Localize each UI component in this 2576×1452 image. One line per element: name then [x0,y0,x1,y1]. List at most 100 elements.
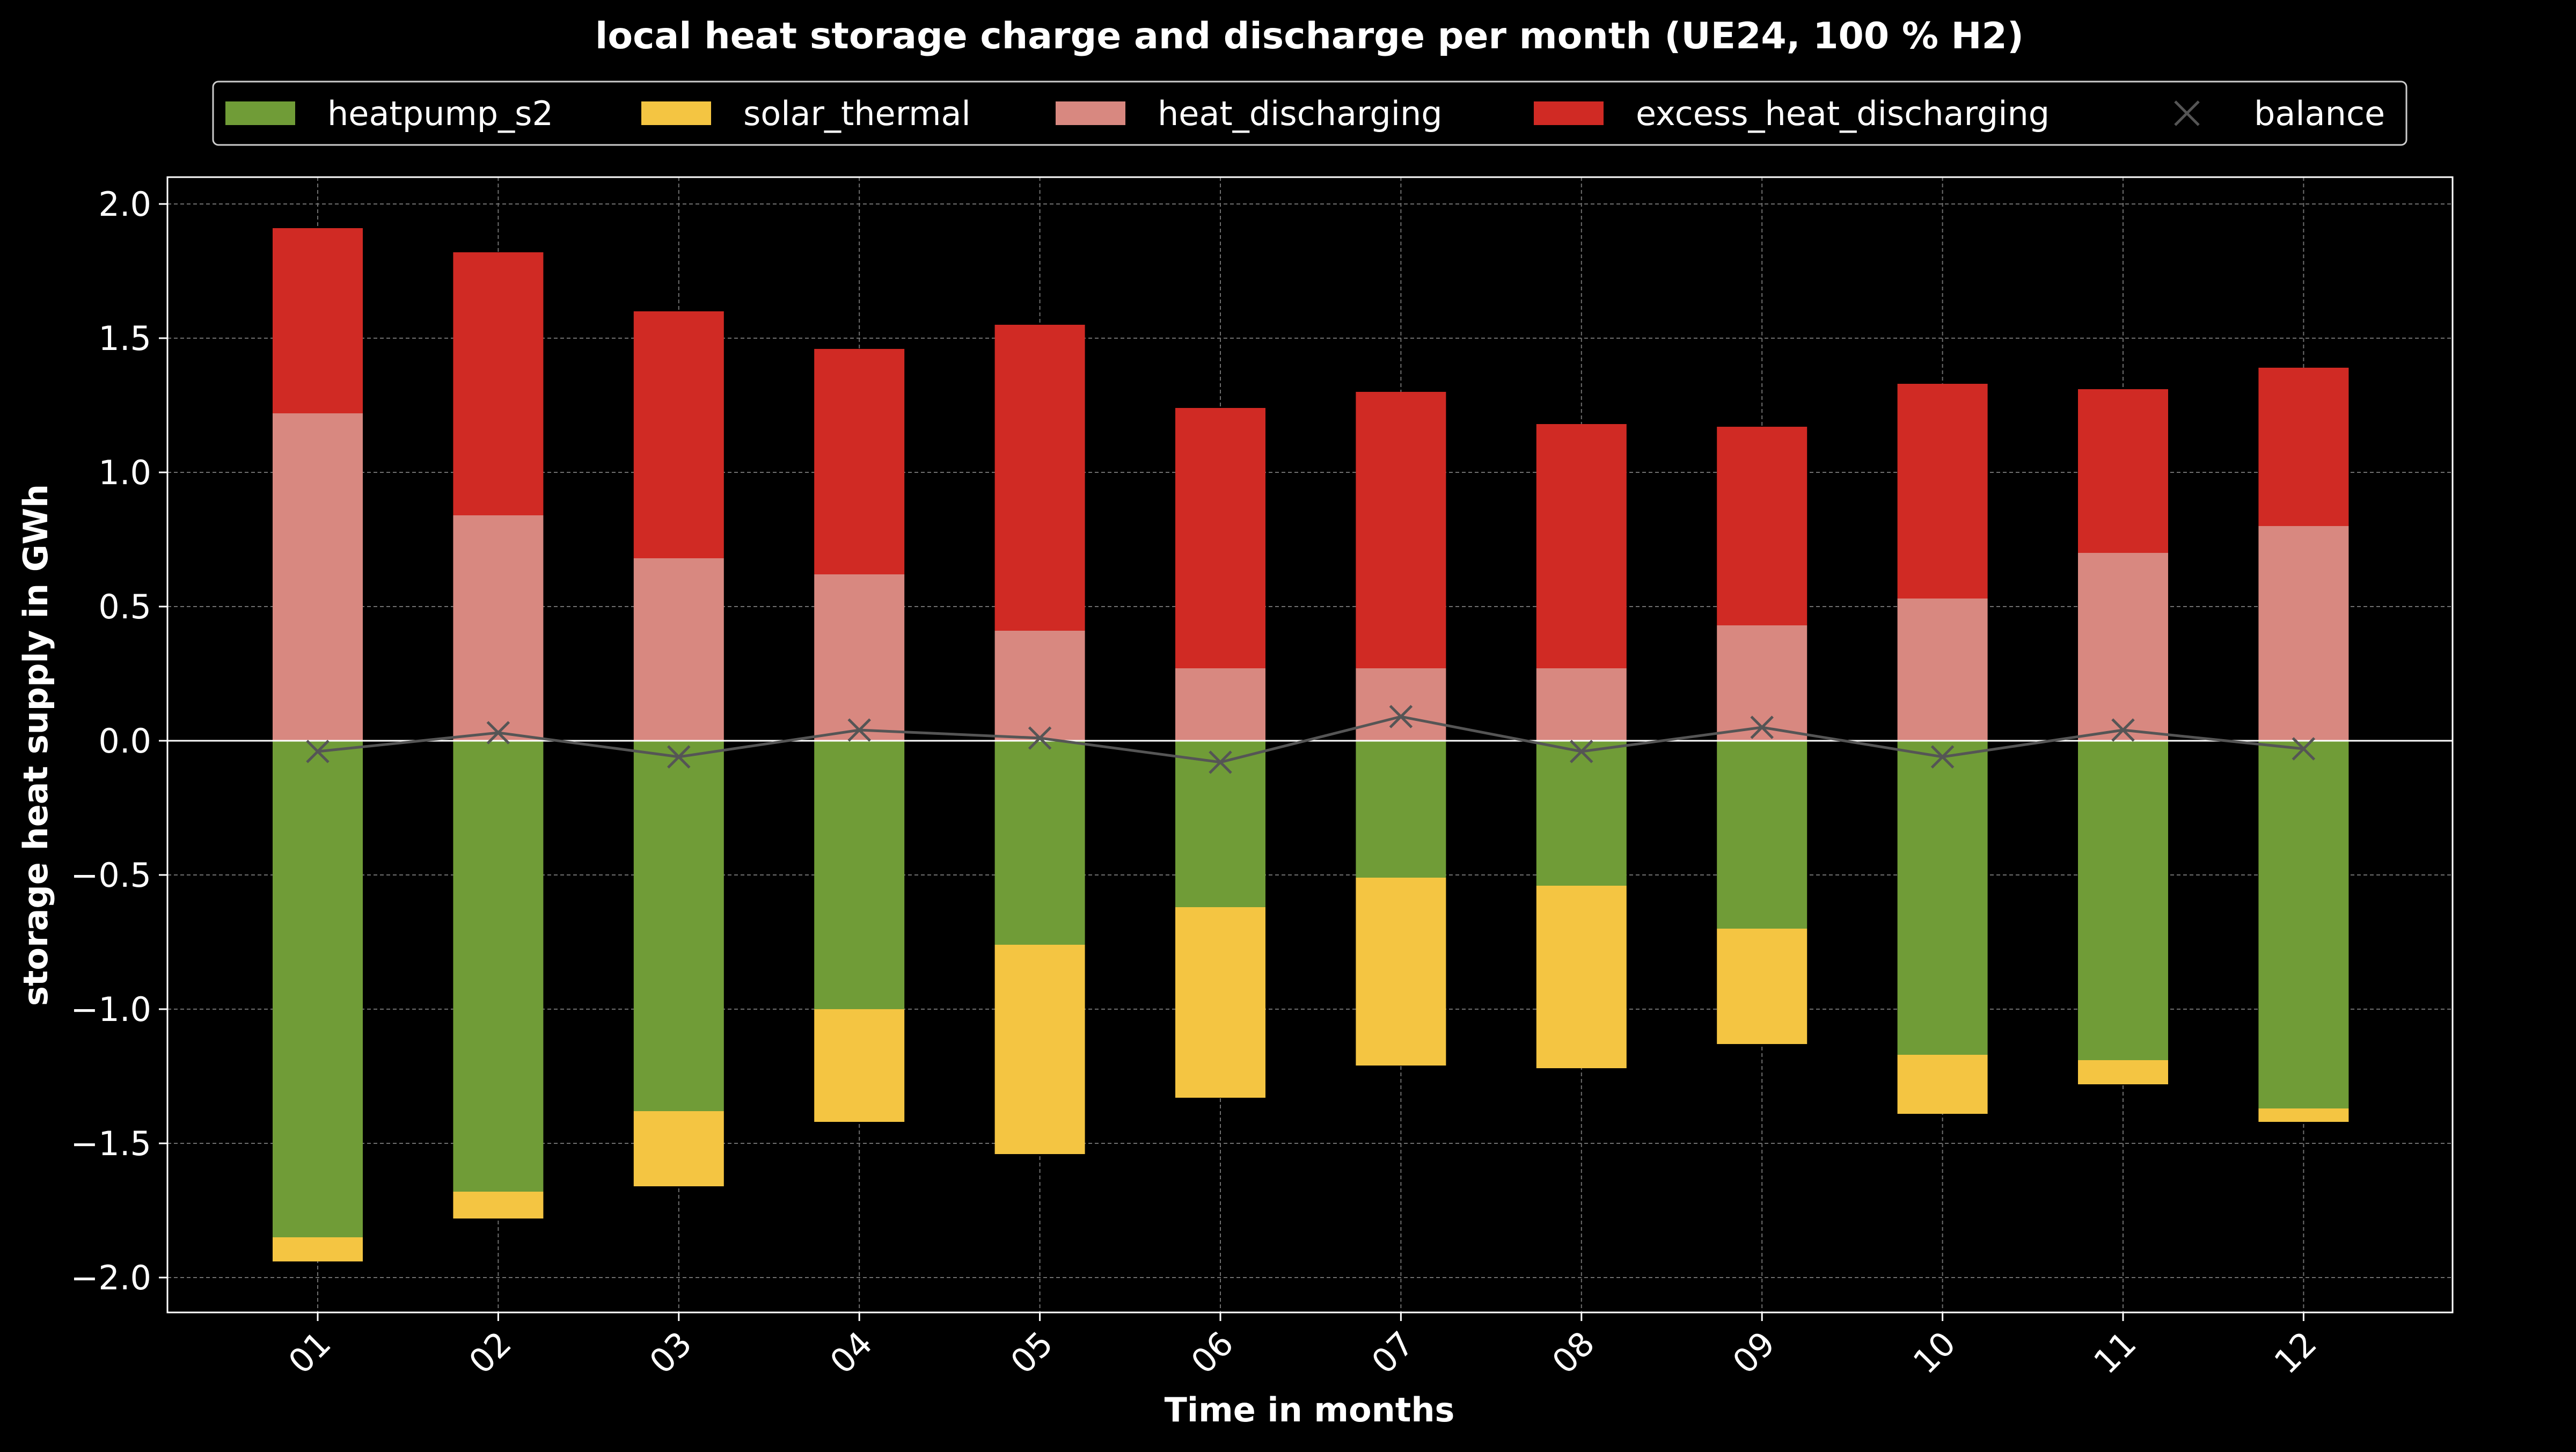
balance-point [2111,718,2135,742]
balance-line [317,715,2304,764]
bar-solar_thermal [1175,907,1265,1098]
y-tick-label: 1.5 [98,319,151,358]
bar-solar_thermal [1356,878,1446,1066]
balance-marker-stroke [1209,750,1232,774]
bar-heatpump_s2 [1356,741,1446,878]
y-tick-label: −0.5 [70,856,151,895]
bar-solar_thermal [2078,1060,2168,1084]
balance-marker-stroke [306,740,330,763]
balance-marker-stroke [1750,716,1774,739]
y-tick-label: −1.5 [70,1124,151,1163]
bar-excess_heat_discharging [633,311,724,558]
bar-solar_thermal [633,1111,724,1186]
bar-solar_thermal [1897,1055,1988,1114]
bar-excess_heat_discharging [814,349,905,574]
bar-excess_heat_discharging [1536,424,1627,668]
bar-excess_heat_discharging [994,325,1085,631]
bar-excess_heat_discharging [1897,384,1988,599]
bar-heatpump_s2 [1175,741,1265,907]
y-tick-label: −1.0 [70,990,151,1029]
bar-solar_thermal [273,1237,363,1261]
legend-label-solar_thermal: solar_thermal [743,94,971,133]
legend-marker-stroke [2174,100,2200,126]
bar-excess_heat_discharging [2258,368,2349,526]
balance-marker-stroke [486,721,510,745]
balance-marker-stroke [847,718,871,742]
balance-point [1389,705,1413,728]
y-tick-label: 2.0 [98,185,151,224]
balance-point [1570,740,1593,763]
bar-solar_thermal [2258,1108,2349,1122]
balance-point [1028,726,1052,750]
balance-point [847,718,871,742]
legend-marker-balance [2174,100,2200,126]
bar-heat_discharging [1175,668,1265,741]
bar-heat_discharging [1897,599,1988,741]
bar-excess_heat_discharging [2078,389,2168,553]
bar-heat_discharging [633,558,724,741]
balance-marker-stroke [1930,745,1955,769]
balance-marker-stroke [2292,737,2316,761]
legend-swatch-heat_discharging [1056,101,1125,125]
y-tick-label: 1.0 [98,453,151,492]
legend-label-heatpump_s2: heatpump_s2 [327,94,553,133]
legend-label-heat_discharging: heat_discharging [1158,94,1443,133]
balance-point [486,721,510,745]
legend-label-excess_heat_discharging: excess_heat_discharging [1636,94,2050,133]
bar-heatpump_s2 [1897,741,1988,1055]
bar-excess_heat_discharging [1717,427,1807,625]
bar-heatpump_s2 [2258,741,2349,1108]
balance-point [1930,745,1955,769]
legend: heatpump_s2 solar_thermal heat_discharging… [212,81,2407,146]
bar-heat_discharging [994,631,1085,741]
bar-heat_discharging [2258,526,2349,741]
balance-marker-stroke [1028,726,1052,750]
bar-heatpump_s2 [814,741,905,1009]
bar-excess_heat_discharging [1175,408,1265,668]
bar-heat_discharging [1356,668,1446,741]
balance-marker-stroke [1570,740,1593,763]
legend-swatch-excess_heat_discharging [1534,101,1604,125]
bar-heatpump_s2 [994,741,1085,945]
bar-excess_heat_discharging [453,252,544,515]
balance-point [1209,750,1232,774]
balance-point [2292,737,2316,761]
balance-point [1750,716,1774,739]
bar-heat_discharging [1717,625,1807,741]
balance-marker-stroke [667,745,691,769]
legend-label-balance: balance [2254,94,2385,133]
balance-marker-stroke [1389,705,1413,728]
bar-heat_discharging [1536,668,1627,741]
bar-heatpump_s2 [633,741,724,1111]
bar-heat_discharging [2078,553,2168,741]
bar-solar_thermal [453,1192,544,1218]
bar-heatpump_s2 [2078,741,2168,1060]
bars [273,228,2349,1261]
balance-marker-stroke [2111,718,2135,742]
balance-point [667,745,691,769]
x-axis-label: Time in months [1165,1390,1455,1429]
bar-excess_heat_discharging [1356,392,1446,668]
legend-frame [212,81,2407,146]
balance-point [306,740,330,763]
y-tick-label: 0.0 [98,721,151,761]
y-axis-label: storage heat supply in GWh [16,484,55,1006]
legend-swatch-solar_thermal [641,101,711,125]
bar-heatpump_s2 [1717,741,1807,929]
bar-excess_heat_discharging [273,228,363,413]
y-axis: −2.0 −1.5 −1.0 −0.5 0.0 0.5 1.0 1.5 2.0 [70,185,167,1297]
bar-solar_thermal [994,945,1085,1154]
bar-heat_discharging [814,574,905,741]
bar-solar_thermal [814,1009,905,1122]
legend-swatch-heatpump_s2 [225,101,295,125]
y-tick-label: 0.5 [98,587,151,626]
bar-heatpump_s2 [453,741,544,1192]
bar-heat_discharging [273,413,363,741]
y-tick-label: −2.0 [70,1258,151,1297]
plot-frame [166,176,2454,1314]
bar-heatpump_s2 [273,741,363,1237]
bar-heat_discharging [453,515,544,741]
